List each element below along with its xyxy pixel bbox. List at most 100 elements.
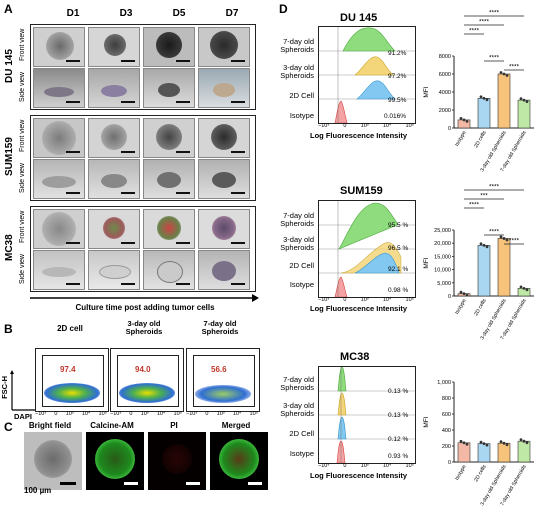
view-label-front: Front view [19,28,26,62]
bar [477,245,491,297]
y-tick-label: 0 [448,460,451,466]
data-point [519,438,523,442]
hist-xlabel: Log Fluorescence Intensity [310,304,408,313]
flow-plot-2d: 97.4 [35,348,109,412]
hist-xticks: −10³ 0 10³ 10⁴ 10⁵ [318,123,414,129]
hist-xticks: −10³ 0 10³ 10⁴ 10⁵ [318,297,414,303]
bar [517,440,531,463]
gate-value: 97.4 [60,365,76,374]
data-point [525,100,529,103]
micrograph [88,250,140,290]
hist-pct: 91.2% [388,50,407,57]
c-title-merged: Merged [221,421,251,430]
micrograph [33,209,85,249]
data-point [479,95,483,99]
x-tick-label: 2D cells [473,130,488,149]
panel-c-label: C [4,420,13,434]
micrograph [198,27,250,67]
panel-d-label: D [279,2,288,16]
flow-title-3day: 3-day old Spheroids [125,319,163,336]
micrograph [88,118,140,158]
y-tick-label: 4000 [439,90,451,96]
significance-label: **** [489,184,500,191]
data-point [502,441,506,445]
group-box-du145 [30,24,256,110]
y-axis-label: MFI [423,86,430,97]
micrograph [198,159,250,199]
histogram-mc38 [318,366,416,464]
significance-label: **** [489,10,500,17]
bar [457,442,471,463]
hist-row-label: 7-day old Spheroids [280,37,314,54]
c-title-pi: PI [170,421,178,430]
gate [117,355,179,407]
micrograph [143,118,195,158]
micrograph [88,209,140,249]
time-arrow [30,294,259,302]
bar-chart-sum159: 0 5,000 10,000 15,000 20,000 25,000 MFI Isotype… [423,184,534,341]
bar [517,99,531,129]
flow-xticks: −10³ 0 10³ 10⁴ 10⁵ [186,411,258,417]
flow-density [119,383,175,403]
hist-xlabel: Log Fluorescence Intensity [310,131,408,140]
hist-pct: 0.98 % [388,287,409,294]
micrograph [198,209,250,249]
data-point [525,441,529,445]
y-tick-label: 2000 [439,108,451,114]
view-label-front: Front view [19,210,26,244]
data-point [462,118,466,122]
data-point [465,120,469,123]
micrograph [88,27,140,67]
significance-label: **** [479,19,490,26]
data-point [482,243,486,247]
flow-xlabel: DAPI [14,412,32,421]
significance-label: *** [480,193,488,200]
significance-label: **** [509,238,520,245]
flow-plot-3day: 94.0 [110,348,184,412]
hist-row-label: Isotype [289,111,314,120]
micrograph [33,118,85,158]
bar [497,73,511,129]
col-title-d1: D1 [66,8,80,19]
merged-image [210,432,268,490]
col-title-d7: D7 [225,8,239,19]
micrograph [33,27,85,67]
micrograph [88,68,140,108]
y-tick-label: 0 [448,126,451,132]
x-tick-label: 2D cells [473,298,488,317]
data-point [459,439,463,443]
hist-row-label: 2D Cell [289,261,314,270]
hist-row-label: 3-day old Spheroids [280,63,314,80]
panel-a-label: A [4,2,13,16]
x-tick-label: Isotype [454,464,468,482]
data-point [462,441,466,445]
significance-label: **** [489,55,500,62]
gate-value: 94.0 [135,365,151,374]
data-point [505,74,509,77]
view-label-side: Side view [19,254,26,284]
hist-pct: 0.93 % [388,453,409,460]
gate [193,355,255,407]
flow-density [195,385,251,403]
data-point [459,290,463,294]
hist-pct: 99.5% [388,97,407,104]
significance-label: **** [509,64,520,71]
scale-bar [248,482,262,485]
micrograph [198,68,250,108]
hist-pct: 92.1 % [388,266,409,273]
data-point [499,440,503,444]
c-title-brightfield: Bright field [28,421,72,430]
row-title-mc38: MC38 [4,234,15,262]
y-tick-label: 10,000 [434,268,451,274]
micrograph [143,68,195,108]
bar [477,443,491,463]
data-point [485,443,489,447]
y-tick-label: 400 [442,428,451,434]
data-point [459,117,463,120]
flow-density [44,383,100,403]
bar [497,238,511,297]
scale-bar [186,482,200,485]
pi-image [148,432,206,490]
